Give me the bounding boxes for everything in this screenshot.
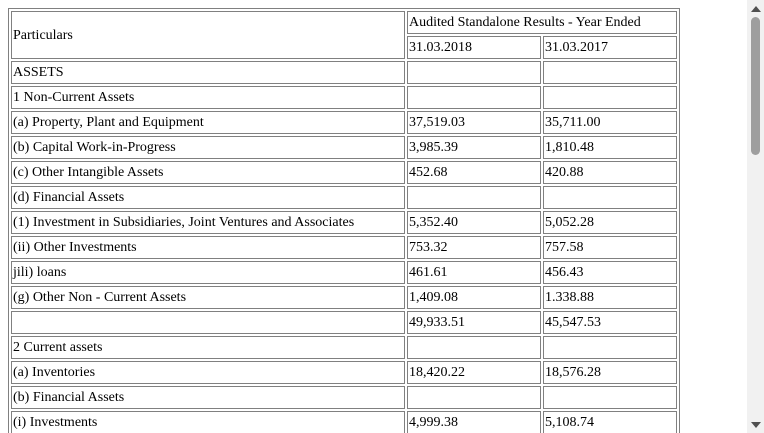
particulars-header: Particulars (11, 11, 405, 59)
value-2018 (407, 86, 541, 109)
vertical-scrollbar[interactable] (747, 0, 764, 433)
value-2017 (543, 61, 677, 84)
table-row: (b) Capital Work-in-Progress 3,985.39 1,81… (11, 136, 677, 159)
table-row: 49,933.51 45,547.53 (11, 311, 677, 334)
table-row: 1 Non-Current Assets (11, 86, 677, 109)
row-label: (ii) Other Investments (11, 236, 405, 259)
value-2017: 5,052.28 (543, 211, 677, 234)
scrollbar-thumb[interactable] (751, 17, 760, 155)
value-2017: 5,108.74 (543, 411, 677, 433)
value-2017 (543, 186, 677, 209)
date-header-2017: 31.03.2017 (543, 36, 677, 59)
table-row: (ii) Other Investments 753.32 757.58 (11, 236, 677, 259)
value-2018 (407, 336, 541, 359)
row-label: (i) Investments (11, 411, 405, 433)
table-row: jili) loans 461.61 456.43 (11, 261, 677, 284)
value-2017: 1,810.48 (543, 136, 677, 159)
value-2018: 49,933.51 (407, 311, 541, 334)
table-row: ASSETS (11, 61, 677, 84)
document-viewport: Particulars Audited Standalone Results -… (8, 8, 680, 433)
value-2017: 420.88 (543, 161, 677, 184)
value-2018: 5,352.40 (407, 211, 541, 234)
table-row: (c) Other Intangible Assets 452.68 420.88 (11, 161, 677, 184)
row-label: (a) Property, Plant and Equipment (11, 111, 405, 134)
date-header-row: 31.03.2018 31.03.2017 (11, 36, 677, 59)
row-label: 1 Non-Current Assets (11, 86, 405, 109)
value-2017: 35,711.00 (543, 111, 677, 134)
table-row: (a) Property, Plant and Equipment 37,519.… (11, 111, 677, 134)
value-2017: 456.43 (543, 261, 677, 284)
value-2018 (407, 386, 541, 409)
table-row: (a) Inventories 18,420.22 18,576.28 (11, 361, 677, 384)
value-2018: 753.32 (407, 236, 541, 259)
table-row: (b) Financial Assets (11, 386, 677, 409)
row-label: (b) Capital Work-in-Progress (11, 136, 405, 159)
scroll-up-arrow-icon[interactable] (747, 0, 764, 17)
table-row: (i) Investments 4,999.38 5,108.74 (11, 411, 677, 433)
row-label (11, 311, 405, 334)
value-2018: 461.61 (407, 261, 541, 284)
value-2018: 37,519.03 (407, 111, 541, 134)
table-row: (g) Other Non - Current Assets 1,409.08 1.… (11, 286, 677, 309)
value-2017 (543, 336, 677, 359)
value-2018: 4,999.38 (407, 411, 541, 433)
row-label: jili) loans (11, 261, 405, 284)
table-row: (d) Financial Assets (11, 186, 677, 209)
group-header: Audited Standalone Results - Year Ended (407, 11, 677, 34)
value-2018 (407, 186, 541, 209)
row-label: (g) Other Non - Current Assets (11, 286, 405, 309)
value-2017 (543, 386, 677, 409)
row-label: (1) Investment in Subsidiaries, Joint Ve… (11, 211, 405, 234)
row-label: (d) Financial Assets (11, 186, 405, 209)
date-header-2018: 31.03.2018 (407, 36, 541, 59)
value-2018: 3,985.39 (407, 136, 541, 159)
value-2017: 757.58 (543, 236, 677, 259)
row-label: 2 Current assets (11, 336, 405, 359)
standalone-results-table: Particulars Audited Standalone Results -… (8, 8, 680, 433)
value-2018 (407, 61, 541, 84)
table-row: 2 Current assets (11, 336, 677, 359)
value-2017: 1.338.88 (543, 286, 677, 309)
value-2018: 452.68 (407, 161, 541, 184)
value-2017 (543, 86, 677, 109)
value-2018: 1,409.08 (407, 286, 541, 309)
row-label: (a) Inventories (11, 361, 405, 384)
row-label: (c) Other Intangible Assets (11, 161, 405, 184)
value-2017: 18,576.28 (543, 361, 677, 384)
row-label: (b) Financial Assets (11, 386, 405, 409)
header-row: Particulars Audited Standalone Results -… (11, 11, 677, 59)
scroll-down-arrow-icon[interactable] (747, 416, 764, 433)
row-label: ASSETS (11, 61, 405, 84)
value-2018: 18,420.22 (407, 361, 541, 384)
value-2017: 45,547.53 (543, 311, 677, 334)
table-row: (1) Investment in Subsidiaries, Joint Ve… (11, 211, 677, 234)
